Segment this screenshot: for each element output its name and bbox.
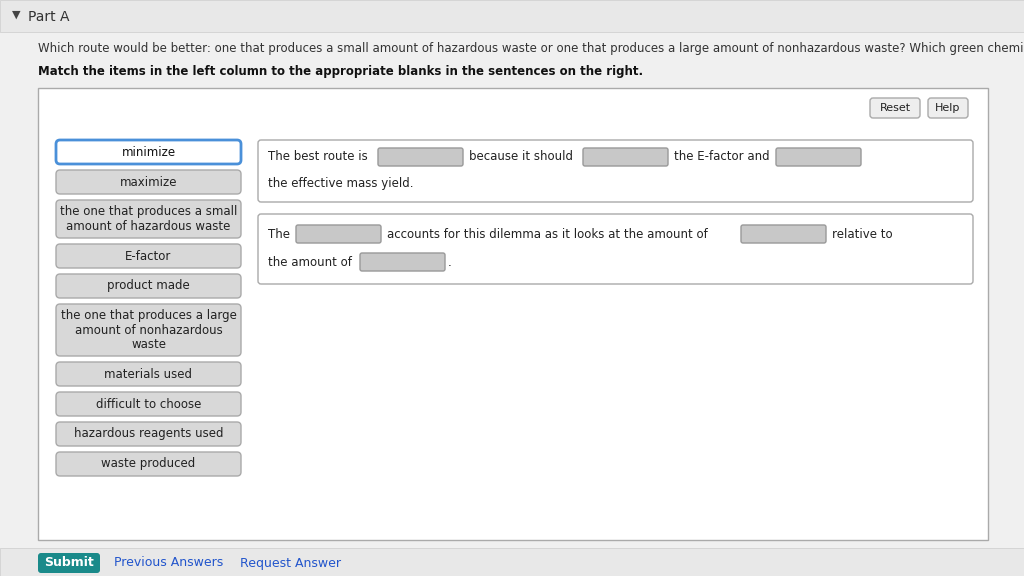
Text: Reset: Reset — [880, 103, 910, 113]
Text: maximize: maximize — [120, 176, 177, 188]
Text: Part A: Part A — [28, 10, 70, 24]
FancyBboxPatch shape — [56, 422, 241, 446]
Text: product made: product made — [108, 279, 189, 293]
FancyBboxPatch shape — [56, 452, 241, 476]
Text: materials used: materials used — [104, 367, 193, 381]
FancyBboxPatch shape — [870, 98, 920, 118]
Text: Submit: Submit — [44, 556, 94, 570]
Text: relative to: relative to — [831, 228, 893, 241]
Text: difficult to choose: difficult to choose — [96, 397, 201, 411]
Text: The best route is: The best route is — [268, 150, 368, 164]
FancyBboxPatch shape — [360, 253, 445, 271]
FancyBboxPatch shape — [258, 214, 973, 284]
Bar — [0, 548, 1024, 576]
FancyBboxPatch shape — [38, 553, 100, 573]
Text: Match the items in the left column to the appropriate blanks in the sentences on: Match the items in the left column to th… — [38, 65, 643, 78]
FancyBboxPatch shape — [583, 148, 668, 166]
FancyBboxPatch shape — [56, 274, 241, 298]
Text: the E-factor and: the E-factor and — [674, 150, 770, 164]
FancyBboxPatch shape — [56, 200, 241, 238]
FancyBboxPatch shape — [56, 244, 241, 268]
FancyBboxPatch shape — [378, 148, 463, 166]
Text: Previous Answers: Previous Answers — [114, 556, 223, 570]
Text: Request Answer: Request Answer — [240, 556, 341, 570]
Text: the amount of: the amount of — [268, 256, 352, 268]
Text: accounts for this dilemma as it looks at the amount of: accounts for this dilemma as it looks at… — [387, 228, 708, 241]
FancyBboxPatch shape — [56, 362, 241, 386]
Text: waste produced: waste produced — [101, 457, 196, 471]
FancyBboxPatch shape — [56, 140, 241, 164]
FancyBboxPatch shape — [741, 225, 826, 243]
FancyBboxPatch shape — [258, 140, 973, 202]
Text: ▼: ▼ — [12, 10, 20, 20]
Text: the one that produces a large
amount of nonhazardous
waste: the one that produces a large amount of … — [60, 309, 237, 351]
FancyBboxPatch shape — [928, 98, 968, 118]
Text: the one that produces a small
amount of hazardous waste: the one that produces a small amount of … — [59, 205, 238, 233]
Text: because it should: because it should — [469, 150, 573, 164]
Text: Which route would be better: one that produces a small amount of hazardous waste: Which route would be better: one that pr… — [38, 42, 1024, 55]
Text: the effective mass yield.: the effective mass yield. — [268, 177, 414, 191]
Text: E-factor: E-factor — [125, 249, 172, 263]
FancyBboxPatch shape — [56, 304, 241, 356]
FancyBboxPatch shape — [296, 225, 381, 243]
Text: hazardous reagents used: hazardous reagents used — [74, 427, 223, 441]
FancyBboxPatch shape — [56, 170, 241, 194]
Text: Help: Help — [935, 103, 961, 113]
FancyBboxPatch shape — [776, 148, 861, 166]
Bar — [0, 0, 1024, 32]
Text: .: . — [449, 256, 452, 268]
Bar — [38, 88, 988, 540]
Text: The: The — [268, 228, 290, 241]
Text: minimize: minimize — [122, 146, 175, 158]
FancyBboxPatch shape — [56, 392, 241, 416]
